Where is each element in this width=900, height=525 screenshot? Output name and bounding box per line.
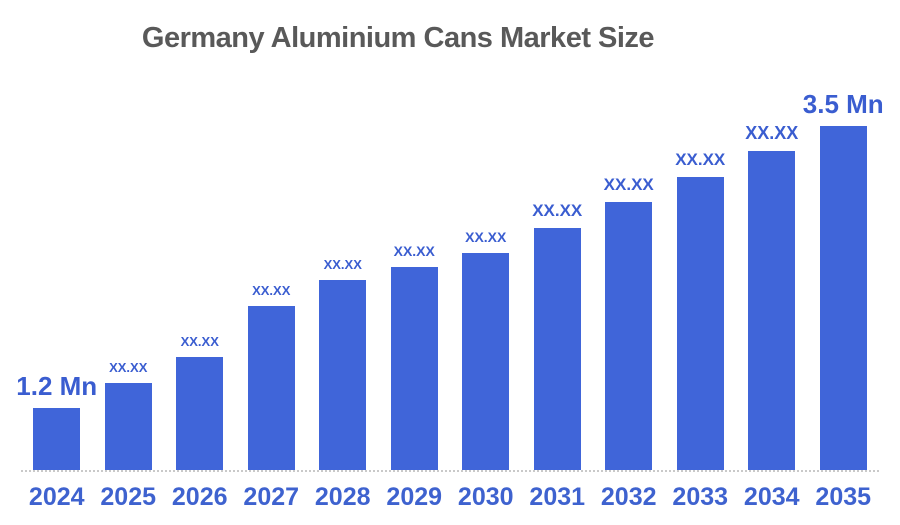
- bar-slot-2035: 3.5 Mn: [803, 80, 884, 470]
- x-axis-label-2034: 2034: [743, 483, 800, 511]
- bar-2031: [533, 228, 581, 470]
- x-axis-label-2024: 2024: [28, 483, 85, 511]
- x-axis-label-2035: 2035: [815, 483, 872, 511]
- bar-slot-2025: XX.XX: [92, 80, 163, 470]
- bar-value-label-2034: XX.XX: [745, 123, 799, 143]
- bar-2025: [104, 383, 152, 470]
- bar-value-label-2035: 3.5 Mn: [802, 89, 884, 119]
- bar-value-label-2029: XX.XX: [393, 243, 435, 259]
- bar-value-label-2028: XX.XX: [323, 257, 362, 272]
- bar-slot-2033: XX.XX: [665, 80, 736, 470]
- bar-slot-2029: XX.XX: [379, 80, 450, 470]
- bar-2030: [462, 253, 510, 470]
- x-axis-label-2028: 2028: [314, 483, 371, 511]
- bar-slot-2030: XX.XX: [450, 80, 521, 470]
- bar-2024: [33, 408, 81, 470]
- bar-2032: [605, 202, 653, 470]
- bar-slot-2034: XX.XX: [736, 80, 807, 470]
- x-axis-label-2025: 2025: [100, 483, 157, 511]
- bar-slot-2028: XX.XX: [307, 80, 378, 470]
- bar-slot-2026: XX.XX: [164, 80, 235, 470]
- x-axis-labels: 2024 2025 2026 2027 2028 2029 2030 2031 2032 2033…: [21, 483, 879, 516]
- x-axis-label-2030: 2030: [457, 483, 514, 511]
- bar-slot-2024: 1.2 Mn: [16, 80, 97, 470]
- bar-2033: [676, 177, 724, 470]
- bar-2035: [819, 126, 867, 470]
- x-axis-label-2027: 2027: [243, 483, 300, 511]
- bar-value-label-2024: 1.2 Mn: [16, 371, 98, 401]
- x-axis-label-2032: 2032: [600, 483, 657, 511]
- bar-2026: [176, 357, 224, 470]
- plot-area: 1.2 Mn XX.XX XX.XX XX.XX XX.XX XX.XX XX.XX XX.X…: [16, 80, 884, 472]
- bar-2029: [390, 267, 438, 470]
- bar-slot-2027: XX.XX: [236, 80, 307, 470]
- bar-value-label-2030: XX.XX: [465, 229, 507, 245]
- bar-value-label-2026: XX.XX: [180, 334, 219, 349]
- bar-2027: [247, 306, 295, 470]
- x-axis-label-2026: 2026: [171, 483, 228, 511]
- bar-value-label-2032: XX.XX: [603, 175, 654, 194]
- bar-value-label-2033: XX.XX: [675, 150, 726, 169]
- x-axis-label-2029: 2029: [386, 483, 443, 511]
- bar-2028: [319, 280, 367, 470]
- bar-slot-2032: XX.XX: [593, 80, 664, 470]
- chart-title: Germany Aluminium Cans Market Size: [141, 22, 655, 54]
- bar-value-label-2025: XX.XX: [109, 360, 148, 375]
- x-axis-label-2033: 2033: [672, 483, 729, 511]
- bar-2034: [748, 151, 796, 470]
- bar-value-label-2031: XX.XX: [532, 201, 583, 220]
- x-axis-label-2031: 2031: [529, 483, 586, 511]
- x-axis-line: [21, 470, 879, 472]
- bar-value-label-2027: XX.XX: [252, 283, 291, 298]
- bar-slot-2031: XX.XX: [522, 80, 593, 470]
